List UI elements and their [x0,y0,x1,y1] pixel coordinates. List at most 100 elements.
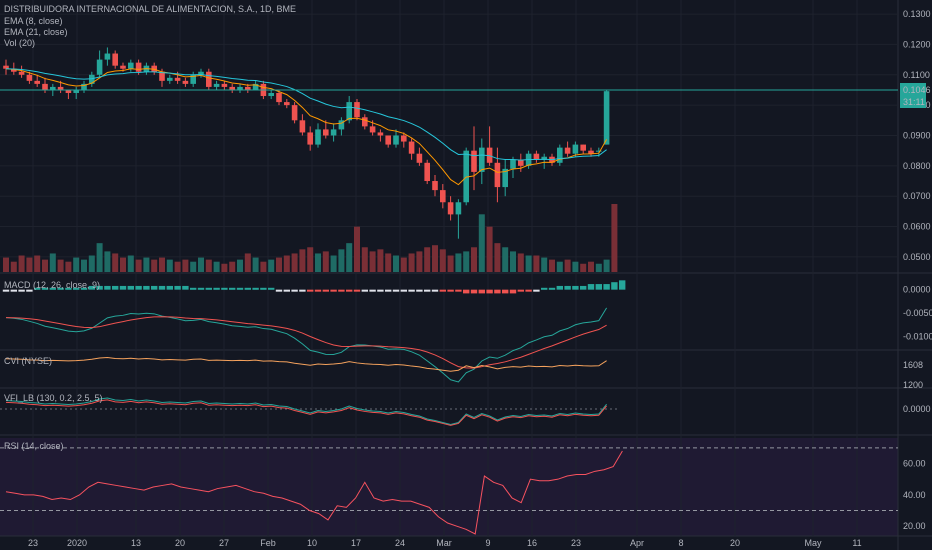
volume-bar [494,243,501,272]
ema8-line [5,68,608,186]
volume-bar [564,259,571,272]
time-tick-label: 24 [395,538,405,548]
macd-histogram-bar [197,287,205,290]
candle-body [596,150,602,152]
macd-histogram-bar [158,285,166,290]
volume-bar [42,259,48,272]
rsi-label[interactable]: RSI (14, close) [4,441,64,451]
volume-bar [252,257,259,272]
macd-histogram-bar [119,285,127,290]
candle-body [237,86,243,90]
volume-bar [174,261,181,272]
volume-bar [416,251,423,272]
candle-body [245,86,251,90]
macd-histogram-bar [431,289,439,292]
macd-histogram-bar [346,289,353,292]
macd-histogram-bar [283,289,290,292]
volume-bar [127,255,134,272]
macd-histogram-bar [268,287,275,290]
candle-body [159,71,165,81]
candle-body [229,86,235,90]
rsi-pane: 60.00 40.00 20.00 [0,447,926,535]
volume-bar [151,259,158,272]
ema8-label[interactable]: EMA (8, close) [4,16,63,26]
candle-body [362,117,368,127]
candle-body [151,65,157,72]
volume-bar [10,261,17,272]
price-tick-label: 0.1100 [903,70,930,80]
macd-histogram-bar [400,289,407,292]
candle-body [377,132,384,136]
macd-histogram-bar [517,289,524,292]
chart-title: DISTRIBUIDORA INTERNACIONAL DE ALIMENTAC… [4,4,296,14]
time-tick-label: 9 [485,538,490,548]
candle-body [57,86,64,90]
vfi-label[interactable]: VFI_LB (130, 0.2, 2.5, 5) [4,393,103,403]
candle-body [291,105,298,121]
volume-bar [81,259,87,272]
volume-bar [595,263,602,272]
candle-body [26,74,33,81]
candle-body [73,89,79,93]
macd-histogram-bar [509,289,517,294]
time-tick-label: 17 [351,538,361,548]
volume-bar [213,261,220,272]
volume-bar [588,261,594,272]
macd-histogram-bar [291,289,298,292]
candle-body [174,77,181,81]
candle-body [393,135,399,145]
candle-body [580,144,586,151]
time-tick-label: May [804,538,822,548]
time-tick-label: 23 [571,538,581,548]
candle-body [128,62,134,69]
macd-label[interactable]: MACD (12, 26, close, 9) [4,280,100,290]
macd-histogram-bar [603,284,610,290]
volume-label[interactable]: Vol (20) [4,38,35,48]
volume-bar [408,253,415,272]
volume-bar [432,245,438,272]
candle-body [401,135,407,142]
macd-histogram-bar [57,287,64,290]
candle-body [346,102,352,121]
vfi-signal-line [5,399,607,426]
ema21-label[interactable]: EMA (21, close) [4,27,68,37]
macd-histogram-bar [502,289,509,294]
volume-bar [244,253,251,272]
candle-body [213,83,220,87]
macd-histogram-bar [275,289,283,292]
cvi-tick-label: 1200 [903,380,923,390]
candle-body [510,159,516,169]
candle-body [440,190,446,203]
time-tick-label: 23 [28,538,38,548]
price-tick-label: 0.1200 [903,39,931,49]
time-tick-label: 8 [678,538,683,548]
cvi-label[interactable]: CVI (NYSE) [4,356,52,366]
volume-bar [315,253,321,272]
candle-body [65,89,72,93]
candle-body [96,59,103,75]
macd-histogram-bar [104,285,111,290]
macd-histogram-bar [135,285,142,290]
macd-histogram-bar [463,289,470,294]
candle-body [206,71,212,87]
candle-body [603,91,610,145]
volume-bar [237,259,243,272]
time-axis[interactable]: 23 2020 13 20 27 Feb 10 17 24 Mar 9 16 23 Apr 8 20 May 11 [28,538,862,548]
macd-histogram-bar [587,284,595,290]
macd-histogram-bar [548,287,556,290]
time-tick-label: 20 [730,538,740,548]
macd-histogram-bar [416,289,423,292]
volume-bar [96,243,103,272]
price-tick-label: 0.0800 [903,161,931,171]
macd-line [5,307,608,383]
candle-body [564,147,571,154]
volume-bar [3,257,9,272]
time-tick-label: 11 [852,538,861,548]
volume-bar [205,259,212,272]
macd-histogram-bar [88,285,95,290]
macd-histogram-bar [338,289,345,292]
rsi-pane-background [0,438,898,536]
volume-bar [18,255,25,272]
candle-body [252,83,259,90]
candle-body [424,162,430,182]
